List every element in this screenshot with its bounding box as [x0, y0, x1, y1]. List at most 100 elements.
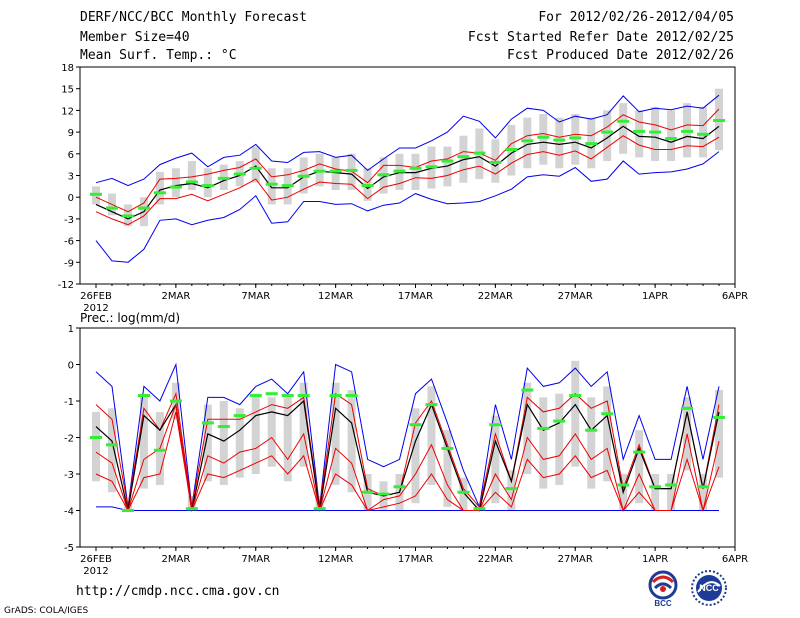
- temp-spread-box: [603, 110, 612, 162]
- precip-spread-box: [347, 390, 356, 493]
- temp-ytick-label: 9: [68, 128, 74, 139]
- ncc-logo: NCC: [688, 568, 730, 612]
- temp-spread-box: [171, 168, 180, 198]
- temp-mean-line: [95, 125, 720, 220]
- chart-title: DERF/NCC/BCC Monthly Forecast: [80, 10, 307, 25]
- temp-xtick-label: 22MAR: [478, 291, 513, 302]
- precip-spread-box: [651, 474, 660, 511]
- temp-upper-line: [95, 108, 720, 213]
- temp-xtick-label: 2MAR: [161, 291, 190, 302]
- temp-ytick-label: 6: [68, 150, 74, 161]
- temp-ytick-label: 3: [68, 172, 74, 183]
- grads-credit: GrADS: COLA/IGES: [4, 606, 89, 616]
- temp-xtick-label: 26FEB: [80, 291, 112, 302]
- temp-xtick-label: 12MAR: [318, 291, 353, 302]
- temp-spread-box: [267, 168, 276, 205]
- precip-ytick-label: -4: [64, 507, 74, 518]
- temp-spread-box: [155, 171, 164, 205]
- precip-lower-line: [95, 404, 720, 513]
- precip-upper-line: [95, 391, 720, 508]
- precip-xtick-label: 7MAR: [241, 554, 270, 565]
- temp-ytick-label: -12: [58, 280, 74, 291]
- member-size-label: Member Size=40: [80, 30, 190, 45]
- temp-ytick-label: -3: [64, 215, 74, 226]
- precip-spread-box: [219, 401, 228, 485]
- temp-ytick-label: -9: [64, 258, 74, 269]
- temp-spread-box: [555, 117, 564, 169]
- produced-date: Fcst Produced Date 2012/02/26: [507, 48, 734, 63]
- precip-xtick-label: 6APR: [722, 554, 748, 565]
- precip-spread-box: [635, 430, 644, 504]
- precip-spread-box: [235, 408, 244, 478]
- temp-spread-box: [251, 146, 260, 183]
- temp-lower-line: [95, 135, 720, 226]
- precip-xtick-label: 1APR: [642, 554, 668, 565]
- bcc-logo-text: BCC: [654, 599, 672, 608]
- temp-xtick-year: 2012: [83, 303, 108, 314]
- precip-spread-box: [587, 397, 596, 489]
- temp-spread-box: [635, 110, 644, 158]
- temp-spread-box: [331, 157, 340, 190]
- precip-spread-box: [283, 397, 292, 482]
- bcc-logo: BCC: [643, 568, 683, 612]
- precip-spread-box: [443, 430, 452, 507]
- temp-ytick-label: -6: [64, 237, 74, 248]
- precip-spread-box: [491, 415, 500, 504]
- precip-spread-box: [459, 477, 468, 511]
- precip-spread-box: [411, 408, 420, 504]
- precip-low2-line: [95, 411, 720, 513]
- temp-xtick-label: 6APR: [722, 291, 748, 302]
- precip-xtick-year: 2012: [83, 566, 108, 577]
- temp-ytick-label: 15: [61, 85, 74, 96]
- precip-ytick-label: -3: [64, 470, 74, 481]
- precip-spread-box: [331, 382, 340, 485]
- temp-xtick-label: 27MAR: [558, 291, 593, 302]
- variable-label: Mean Surf. Temp.: °C: [80, 48, 237, 63]
- precip-spread-box: [699, 474, 708, 511]
- ncc-logo-text: NCC: [699, 583, 719, 593]
- precip-xtick-label: 17MAR: [398, 554, 433, 565]
- precip-spread-box: [603, 386, 612, 482]
- started-date: Fcst Started Refer Date 2012/02/25: [467, 30, 734, 45]
- precip-ytick-label: -5: [64, 543, 74, 554]
- temp-xtick-label: 1APR: [642, 291, 668, 302]
- precip-spread-box: [92, 411, 100, 482]
- temp-spread-box: [187, 161, 196, 190]
- temp-ytick-label: 18: [61, 63, 74, 74]
- precip-xtick-label: 2MAR: [161, 554, 190, 565]
- precip-xtick-label: 22MAR: [478, 554, 513, 565]
- temp-max-line: [95, 94, 720, 187]
- temp-xtick-label: 7MAR: [241, 291, 270, 302]
- precip-spread-box: [139, 393, 148, 489]
- precip-spread-box: [571, 360, 580, 467]
- precip-spread-box: [203, 404, 212, 482]
- precip-min-line: [96, 506, 719, 511]
- temp-spread-box: [619, 103, 628, 154]
- temp-spread-box: [523, 117, 532, 169]
- precip-ytick-label: 0: [68, 361, 74, 372]
- precip-ytick-label: 1: [68, 324, 74, 335]
- temp-spread-box: [203, 168, 212, 198]
- precip-spread-box: [267, 397, 276, 467]
- temp-min-line: [95, 151, 720, 263]
- precip-xtick-label: 26FEB: [80, 554, 112, 565]
- precip-spread-box: [523, 382, 532, 474]
- precip-xtick-label: 12MAR: [318, 554, 353, 565]
- temp-xtick-label: 17MAR: [398, 291, 433, 302]
- temp-spread-box: [539, 114, 548, 165]
- precip-spread-box: [107, 408, 116, 493]
- precip-ytick-label: -2: [64, 434, 74, 445]
- precip-ytick-label: -1: [64, 397, 74, 408]
- precip-spread-box: [299, 382, 308, 467]
- precip-title: Prec.: log(mm/d): [80, 311, 180, 325]
- precip-spread-box: [427, 386, 436, 485]
- temp-spread-box: [699, 106, 708, 158]
- forecast-range: For 2012/02/26-2012/04/05: [538, 10, 734, 25]
- website-url: http://cmdp.ncc.cma.gov.cn: [76, 584, 280, 599]
- precip-spread-box: [555, 393, 564, 485]
- precip-xtick-label: 27MAR: [558, 554, 593, 565]
- temp-ytick-label: 12: [61, 106, 74, 117]
- temp-spread-box: [667, 110, 676, 162]
